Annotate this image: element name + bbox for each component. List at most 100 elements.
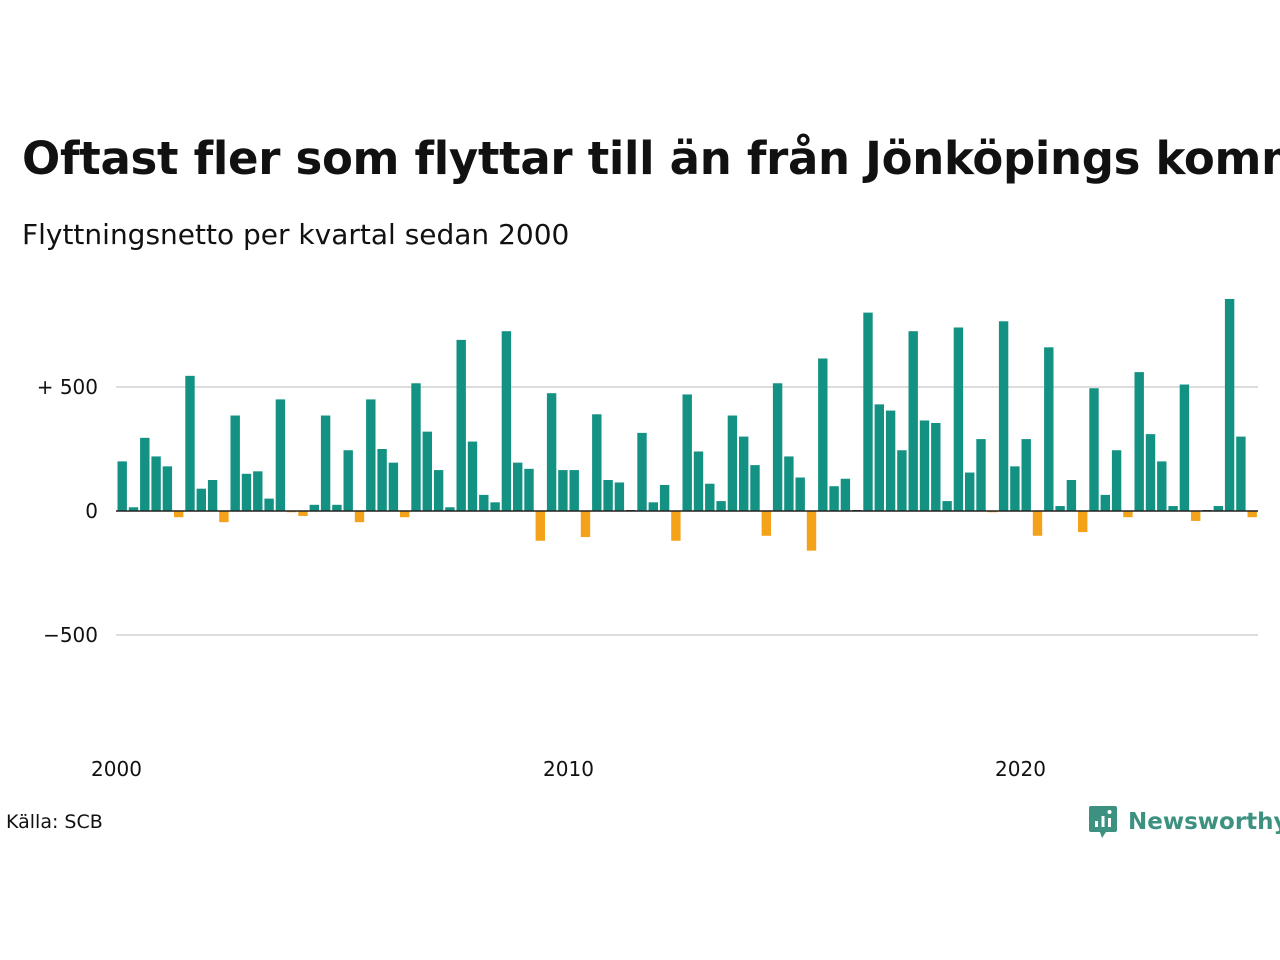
chart-title: Oftast fler som flyttar till än från Jön…: [22, 132, 1280, 185]
bar: [942, 501, 952, 511]
bar: [524, 468, 534, 511]
bar: [716, 501, 726, 511]
bar: [411, 383, 421, 511]
bar: [1078, 511, 1088, 533]
bar: [1168, 506, 1178, 511]
bar: [207, 480, 218, 511]
bar: [739, 436, 749, 511]
bar: [818, 358, 828, 511]
bar: [151, 456, 161, 511]
bar: [682, 394, 692, 511]
y-tick-label: −500: [43, 623, 98, 647]
bar: [1236, 436, 1246, 511]
bar: [659, 484, 670, 511]
bar: [219, 511, 229, 523]
bar: [1145, 434, 1156, 511]
bar: [422, 431, 432, 511]
bar: [874, 404, 884, 511]
bar: [456, 339, 466, 511]
brand-logo: Newsworthy: [1088, 804, 1280, 840]
bar: [343, 450, 353, 511]
bar: [671, 511, 681, 541]
bar: [433, 470, 444, 511]
bar: [1066, 480, 1077, 511]
bar: [976, 439, 986, 511]
bar: [750, 465, 760, 511]
bar: [965, 472, 975, 511]
bar: [128, 507, 139, 511]
bar: [795, 477, 805, 511]
bar: [253, 471, 263, 511]
bar: [490, 502, 500, 511]
bar: [998, 321, 1009, 511]
bar: [332, 504, 342, 511]
brand-name: Newsworthy: [1128, 809, 1280, 835]
bar: [1044, 347, 1054, 511]
bar: [1134, 372, 1144, 511]
bar: [196, 488, 206, 511]
bar: [592, 414, 602, 511]
bar: [648, 502, 658, 511]
bar: [230, 415, 240, 511]
bar: [388, 462, 399, 511]
bar: [829, 486, 839, 511]
bar: [1157, 461, 1167, 511]
axis-labels: + 500 0 −500 2000 2010 2020: [37, 375, 1046, 781]
bar: [174, 511, 184, 518]
x-tick-label: 2000: [91, 757, 142, 781]
bar: [117, 461, 127, 511]
bar: [772, 383, 783, 511]
x-tick-label: 2020: [995, 757, 1046, 781]
bar: [637, 432, 647, 511]
bar: [467, 441, 478, 511]
bar: [897, 450, 907, 511]
bar: [298, 511, 308, 516]
grid-lines: [116, 386, 1258, 636]
bar: [445, 507, 455, 511]
bar: [1213, 506, 1223, 511]
bar: [1111, 450, 1122, 511]
bar: [501, 331, 512, 511]
x-tick-label: 2010: [543, 757, 594, 781]
bar: [162, 466, 173, 511]
bar: [1089, 388, 1099, 511]
bar: [309, 504, 319, 511]
bar: [1032, 511, 1043, 536]
bar: [535, 511, 545, 541]
bar: [264, 498, 274, 511]
bar: [840, 478, 851, 511]
bar: [1179, 384, 1190, 511]
y-tick-label: 0: [85, 499, 98, 523]
bar: [320, 415, 331, 511]
bar: [603, 480, 613, 511]
bar: [1191, 511, 1201, 521]
bar: [569, 470, 579, 511]
bar: [806, 511, 817, 551]
bar: [784, 456, 794, 511]
bar: [1224, 298, 1235, 511]
newsworthy-logo-icon: [1089, 806, 1117, 838]
bar: [693, 451, 704, 511]
bar: [140, 437, 150, 511]
bar: [931, 422, 941, 511]
bar: [546, 393, 557, 511]
bar: [241, 473, 252, 511]
bar: [1021, 439, 1031, 511]
bar: [885, 410, 896, 511]
bar: [1123, 511, 1133, 518]
bar: [377, 449, 387, 511]
y-tick-label: + 500: [37, 375, 98, 399]
bar: [1100, 494, 1110, 511]
bar: [908, 331, 918, 511]
bar: [185, 375, 195, 511]
bar: [953, 327, 964, 511]
chart-subtitle: Flyttningsnetto per kvartal sedan 2000: [22, 218, 570, 251]
bar: [919, 420, 930, 511]
source-note: Källa: SCB: [6, 811, 103, 833]
bar: [513, 462, 523, 511]
bar: [558, 470, 568, 511]
bar: [705, 483, 715, 511]
bars: [116, 298, 1258, 551]
bar: [1010, 466, 1020, 511]
